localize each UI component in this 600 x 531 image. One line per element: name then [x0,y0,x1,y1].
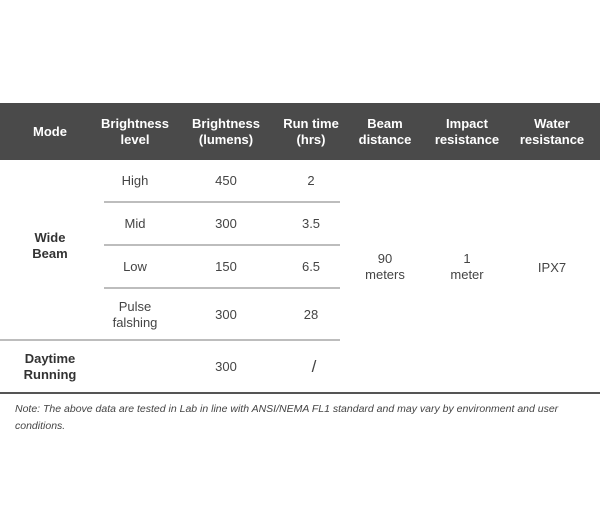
runtime-pulse: 28 [303,307,319,322]
beam-distance-value: 90 meters [365,251,405,282]
runtime-mid: 3.5 [301,216,321,231]
runtime-low: 6.5 [301,259,321,274]
table-header [0,103,600,160]
header-brightness-level: Brightness level [101,116,169,147]
runtime-high: 2 [307,173,315,188]
lumens-high: 450 [215,173,237,188]
header-impact: Impact resistance [434,116,500,147]
table-bottom-border [0,392,600,394]
runtime-daytime: / [311,357,317,376]
footnote: Note: The above data are tested in Lab i… [15,403,559,432]
row-divider [104,244,340,246]
lumens-daytime: 300 [215,359,237,374]
header-lumens: Brightness (lumens) [192,116,260,147]
header-water: Water resistance [519,116,585,147]
mode-daytime-running: Daytime Running [23,351,77,382]
row-divider [104,201,340,203]
row-divider [0,339,340,341]
header-mode: Mode [33,124,67,139]
header-runtime: Run time (hrs) [283,116,339,147]
header-beam-distance: Beam distance [358,116,412,147]
level-pulse: Pulse falshing [112,299,158,330]
lumens-pulse: 300 [215,307,237,322]
lumens-mid: 300 [215,216,237,231]
mode-wide-beam: Wide Beam [32,230,68,261]
impact-value: 1 meter [450,251,484,282]
lumens-low: 150 [215,259,237,274]
level-low: Low [123,259,147,274]
water-value: IPX7 [537,260,567,275]
level-high: High [121,173,149,188]
row-divider [104,287,340,289]
level-mid: Mid [124,216,146,231]
